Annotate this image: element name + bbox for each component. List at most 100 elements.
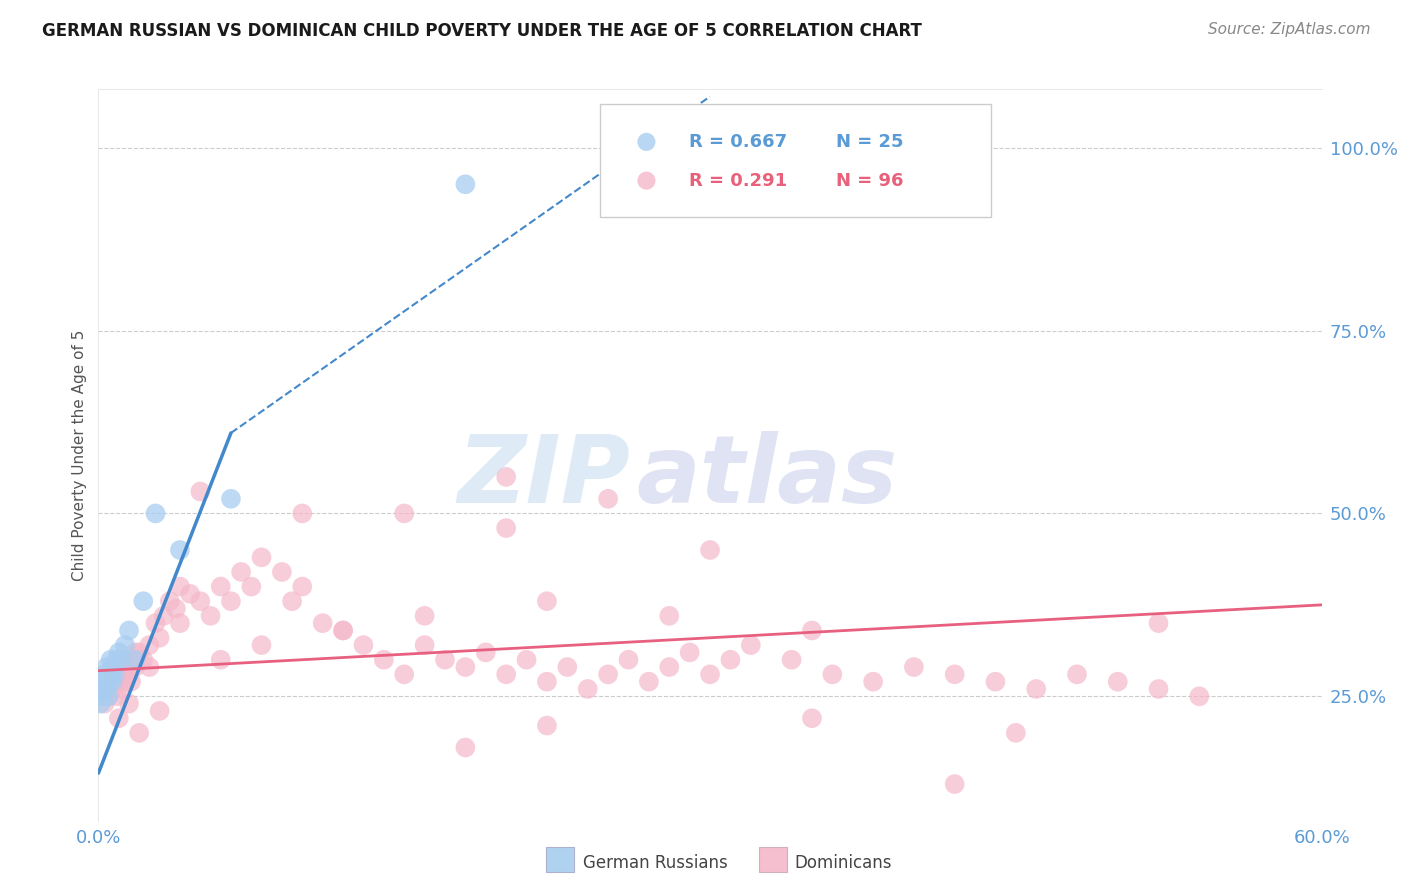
Point: [231, 565, 253, 579]
Text: ZIP: ZIP: [457, 431, 630, 523]
Point: [110, 653, 132, 667]
Point: [617, 653, 640, 667]
Point: [291, 507, 314, 521]
Bar: [759, 847, 787, 872]
Point: [209, 653, 232, 667]
Point: [100, 653, 122, 667]
Point: [110, 681, 132, 696]
Point: [1066, 667, 1088, 681]
Point: [104, 674, 127, 689]
Point: [105, 690, 128, 704]
Point: [699, 667, 721, 681]
Point: [495, 470, 517, 484]
Point: [105, 653, 128, 667]
Point: [495, 667, 517, 681]
Point: [536, 594, 558, 608]
Point: [91, 690, 114, 704]
Point: [392, 667, 416, 681]
Point: [740, 638, 762, 652]
Point: [115, 660, 138, 674]
Point: [679, 645, 702, 659]
Point: [122, 653, 145, 667]
Point: [1025, 681, 1047, 696]
Point: [145, 616, 167, 631]
Point: [943, 667, 966, 681]
Point: [128, 726, 150, 740]
Point: [93, 667, 115, 681]
Point: [149, 631, 172, 645]
FancyBboxPatch shape: [600, 103, 991, 218]
Text: R = 0.667: R = 0.667: [689, 133, 787, 151]
Point: [118, 697, 141, 711]
Point: [454, 660, 477, 674]
Point: [101, 681, 124, 696]
Point: [352, 638, 374, 652]
Point: [638, 674, 661, 689]
Point: [108, 711, 131, 725]
Point: [862, 674, 884, 689]
Point: [219, 594, 242, 608]
Point: [100, 667, 122, 681]
Point: [114, 638, 136, 652]
Point: [149, 704, 172, 718]
Point: [93, 681, 115, 696]
Point: [1004, 726, 1026, 740]
Point: [291, 580, 314, 594]
Point: [1001, 194, 1024, 208]
Point: [392, 507, 416, 521]
Point: [169, 616, 191, 631]
Point: [270, 565, 294, 579]
Point: [984, 674, 1007, 689]
Point: [101, 674, 124, 689]
Point: [124, 653, 146, 667]
Point: [96, 660, 118, 674]
Point: [536, 674, 558, 689]
Point: [1188, 690, 1211, 704]
Point: [658, 660, 681, 674]
Point: [96, 681, 118, 696]
Point: [138, 660, 160, 674]
Text: German Russians: German Russians: [583, 855, 728, 872]
Y-axis label: Child Poverty Under the Age of 5: Child Poverty Under the Age of 5: [72, 329, 87, 581]
Point: [699, 543, 721, 558]
Point: [97, 690, 120, 704]
Point: [332, 624, 354, 638]
Point: [1147, 616, 1170, 631]
Text: Dominicans: Dominicans: [794, 855, 891, 872]
Point: [434, 653, 457, 667]
Point: [801, 711, 824, 725]
Point: [516, 653, 538, 667]
Point: [219, 491, 242, 506]
Point: [108, 674, 131, 689]
Point: [165, 601, 187, 615]
Point: [250, 550, 273, 565]
Point: [128, 645, 150, 659]
Point: [1147, 681, 1170, 696]
Point: [132, 594, 155, 608]
Point: [118, 667, 141, 681]
Point: [138, 638, 160, 652]
Point: [312, 616, 335, 631]
Point: [93, 697, 115, 711]
Point: [1107, 674, 1129, 689]
Point: [132, 653, 155, 667]
Point: [159, 594, 181, 608]
Point: [124, 660, 146, 674]
Point: [536, 718, 558, 732]
Point: [598, 667, 620, 681]
Text: R = 0.291: R = 0.291: [689, 171, 787, 190]
Point: [188, 594, 212, 608]
Point: [209, 580, 232, 594]
Point: [413, 638, 436, 652]
Point: [188, 484, 212, 499]
Point: [373, 653, 395, 667]
Point: [780, 653, 803, 667]
Point: [250, 638, 273, 652]
Point: [169, 543, 191, 558]
Point: [179, 587, 201, 601]
Text: Source: ZipAtlas.com: Source: ZipAtlas.com: [1208, 22, 1371, 37]
Point: [720, 653, 742, 667]
Text: GERMAN RUSSIAN VS DOMINICAN CHILD POVERTY UNDER THE AGE OF 5 CORRELATION CHART: GERMAN RUSSIAN VS DOMINICAN CHILD POVERT…: [42, 22, 922, 40]
Point: [100, 667, 122, 681]
Point: [111, 667, 134, 681]
